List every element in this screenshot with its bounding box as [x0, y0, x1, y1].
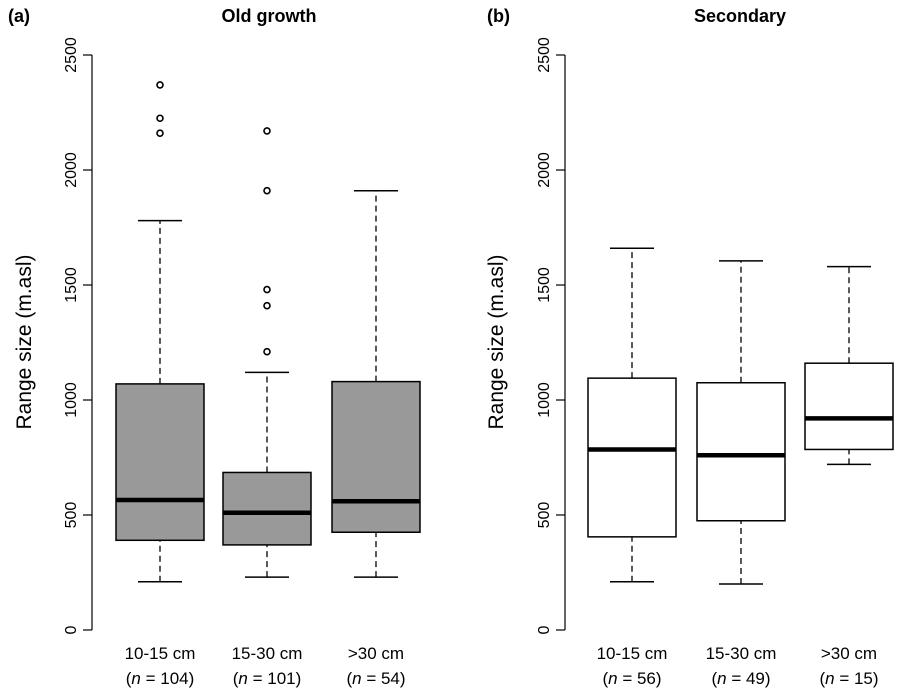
paren: (	[711, 669, 717, 688]
n-symbol: n	[717, 669, 726, 688]
x-category-label: >30 cm	[821, 644, 877, 663]
y-tick-label: 1500	[536, 267, 553, 303]
n-symbol: n	[608, 669, 617, 688]
y-tick-label: 500	[536, 502, 553, 529]
outlier-point	[263, 127, 271, 135]
outlier-point	[263, 186, 271, 195]
iqr-box	[222, 471, 312, 546]
iqr-box	[587, 377, 677, 538]
y-tick-label: 2500	[63, 37, 80, 73]
n-symbol: n	[825, 669, 834, 688]
panel-label: (b)	[487, 6, 510, 26]
n-value: = 15)	[835, 669, 879, 688]
y-axis-label: Range size (m.asl)	[13, 254, 36, 429]
panel-label: (a)	[8, 6, 30, 26]
outlier-point	[156, 114, 164, 123]
x-category-label: 15-30 cm	[706, 644, 777, 663]
panel-title: Old growth	[222, 6, 317, 26]
paren: (	[126, 669, 132, 688]
box-3	[331, 189, 421, 578]
outlier-point	[263, 347, 271, 356]
paren: (	[346, 669, 352, 688]
x-n-label: (n = 101)	[233, 669, 302, 688]
y-tick-label: 2000	[536, 152, 553, 188]
iqr-box	[696, 382, 786, 522]
paren: (	[602, 669, 608, 688]
y-tick-label: 2000	[63, 152, 80, 188]
x-n-label: (n = 54)	[346, 669, 405, 688]
y-tick-label: 500	[63, 502, 80, 529]
x-category-label: 15-30 cm	[232, 644, 303, 663]
iqr-box	[115, 383, 205, 542]
n-symbol: n	[131, 669, 140, 688]
panel-secondary: (b) Secondary 0 500 1000 1500 2000 2500 Range si…	[485, 6, 894, 688]
x-n-label: (n = 104)	[126, 669, 195, 688]
box-2	[696, 260, 786, 585]
paren: (	[233, 669, 239, 688]
x-n-label: (n = 56)	[602, 669, 661, 688]
panel-old-growth: (a) Old growth 0 500 1000 1500 2000 2500 Range s…	[8, 6, 421, 688]
paren: (	[819, 669, 825, 688]
x-n-label: (n = 49)	[711, 669, 770, 688]
y-tick-label: 1500	[63, 267, 80, 303]
n-value: = 49)	[727, 669, 771, 688]
iqr-box	[331, 380, 421, 533]
box-1	[587, 247, 677, 583]
n-symbol: n	[238, 669, 247, 688]
n-value: = 56)	[618, 669, 662, 688]
n-symbol: n	[352, 669, 361, 688]
y-tick-label: 0	[63, 625, 80, 634]
n-value: = 104)	[141, 669, 194, 688]
box-2	[222, 127, 312, 578]
box-1	[115, 81, 205, 583]
panel-title: Secondary	[694, 6, 786, 26]
outlier-point	[263, 301, 271, 310]
y-axis-label: Range size (m.asl)	[485, 254, 508, 429]
y-tick-label: 1000	[63, 382, 80, 418]
x-category-label: 10-15 cm	[597, 644, 668, 663]
n-value: = 101)	[248, 669, 301, 688]
outlier-point	[156, 129, 164, 137]
n-value: = 54)	[362, 669, 406, 688]
y-tick-label: 2500	[536, 37, 553, 73]
iqr-box	[804, 362, 894, 451]
outlier-point	[156, 81, 164, 89]
x-category-label: 10-15 cm	[125, 644, 196, 663]
x-n-label: (n = 15)	[819, 669, 878, 688]
box-3	[804, 265, 894, 466]
outlier-point	[263, 285, 271, 294]
y-tick-label: 1000	[536, 382, 553, 418]
x-category-label: >30 cm	[348, 644, 404, 663]
y-tick-label: 0	[536, 625, 553, 634]
